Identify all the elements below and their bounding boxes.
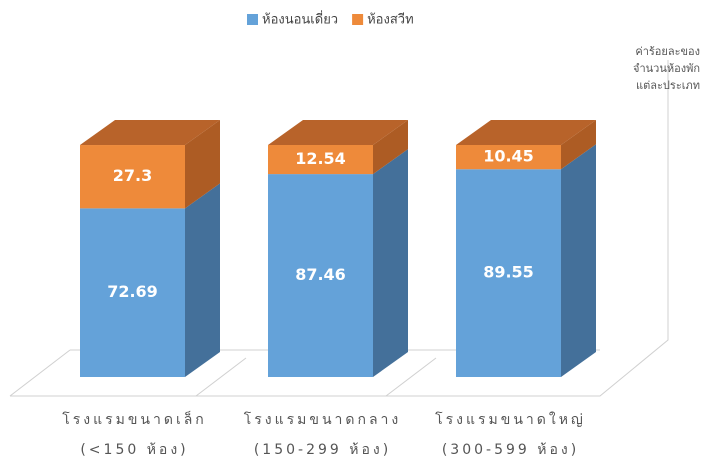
- value-label: 87.46: [295, 265, 346, 284]
- bar-top: [80, 120, 220, 146]
- legend-label: ห้องสวีท: [367, 12, 414, 28]
- bar-top: [456, 120, 596, 145]
- y-axis-label: จำนวนห้องพัก: [633, 62, 700, 75]
- x-tick-label: (150-299 ห้อง): [254, 442, 391, 457]
- bar: [268, 174, 373, 377]
- bar: [80, 145, 185, 209]
- value-label: 12.54: [295, 149, 346, 168]
- value-label: 89.55: [483, 263, 534, 282]
- bar: [80, 208, 185, 377]
- value-label: 72.69: [107, 282, 158, 301]
- bar-side: [373, 120, 408, 175]
- legend-swatch: [247, 14, 258, 25]
- bar: [268, 145, 373, 175]
- bar-side: [561, 144, 596, 377]
- x-tick-label: โรงแรมขนาดกลาง: [244, 411, 402, 428]
- y-axis-label: ค่าร้อยละของ: [635, 45, 700, 58]
- bar-side: [373, 149, 408, 377]
- legend-swatch: [352, 14, 364, 25]
- bar-side: [185, 183, 220, 377]
- value-label: 10.45: [483, 147, 534, 166]
- y-axis-label: แต่ละประเภท: [636, 79, 700, 92]
- x-tick-label: (<150 ห้อง): [80, 442, 188, 457]
- bar-top: [268, 120, 408, 145]
- legend-label: ห้องนอนเดี่ยว: [262, 11, 338, 28]
- value-label: 27.3: [113, 166, 152, 185]
- x-tick-label: โรงแรมขนาดใหญ่: [435, 411, 586, 428]
- bar: [456, 169, 561, 377]
- x-tick-label: โรงแรมขนาดเล็ก: [62, 410, 207, 428]
- bar-side: [185, 120, 220, 209]
- bar: [456, 145, 561, 170]
- bar-side: [561, 120, 596, 170]
- x-tick-label: (300-599 ห้อง): [442, 442, 579, 457]
